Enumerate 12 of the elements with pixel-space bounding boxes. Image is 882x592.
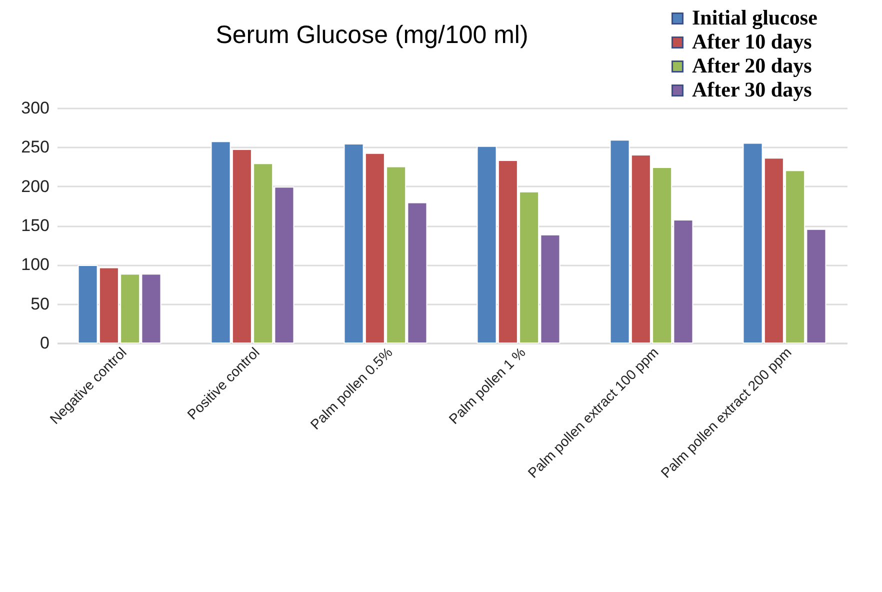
y-tick-label: 300 [21,98,50,118]
y-tick-label: 0 [40,334,50,352]
legend-label: After 30 days [692,78,812,102]
legend-label: Initial glucose [692,6,818,30]
y-tick-label: 250 [21,138,50,157]
chart-title: Serum Glucose (mg/100 ml) [216,21,528,49]
y-tick-label: 200 [21,176,50,196]
legend-label: After 10 days [692,30,812,54]
y-tick-label: 50 [30,294,50,314]
y-tick-label: 100 [21,255,50,274]
y-tick-label: 150 [21,216,50,235]
legend-label: After 20 days [692,54,812,78]
